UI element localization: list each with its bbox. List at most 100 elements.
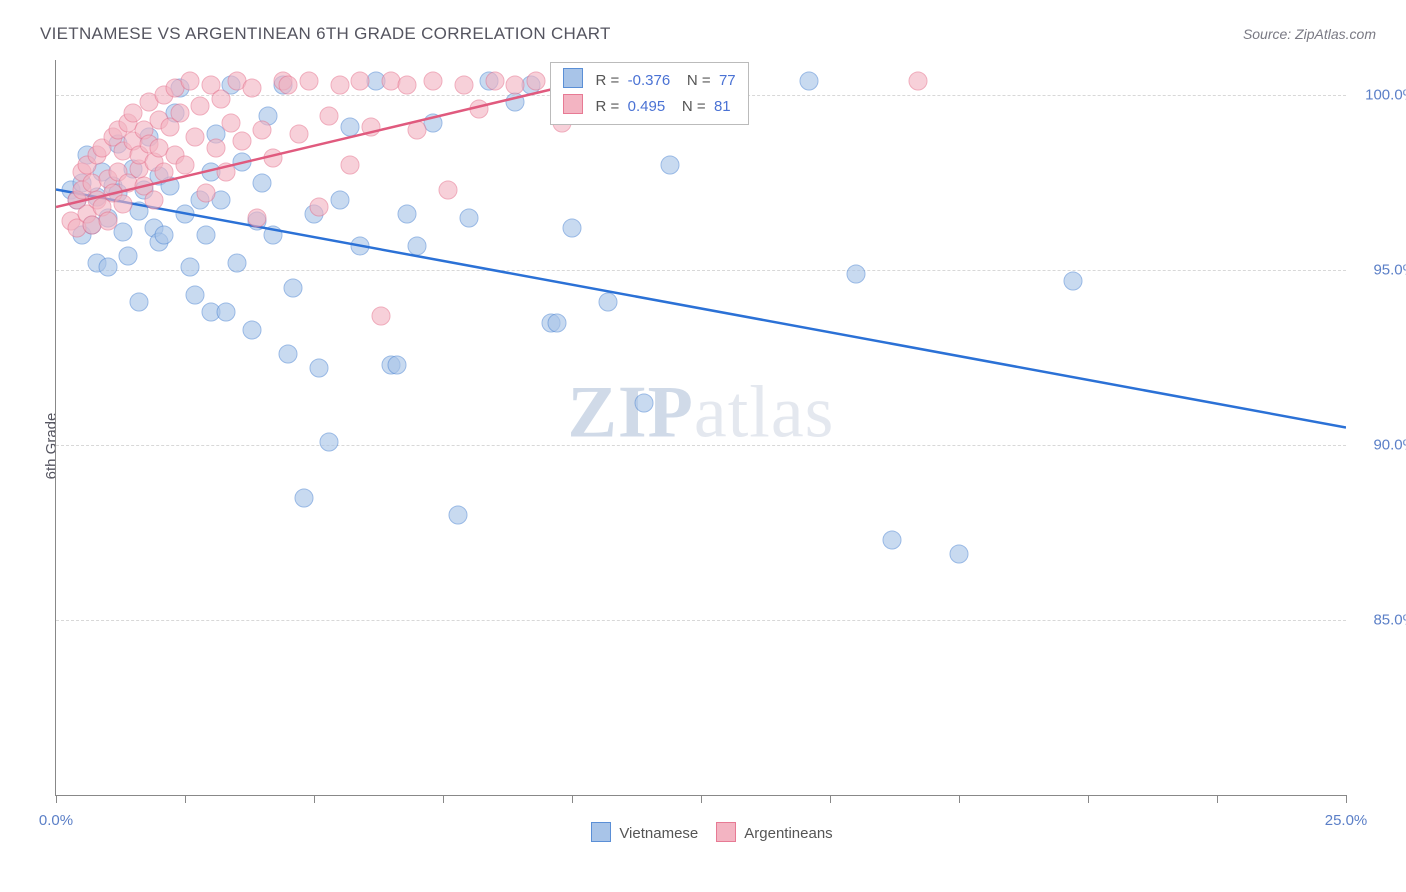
scatter-point-vietnamese	[661, 156, 680, 175]
scatter-point-vietnamese	[341, 117, 360, 136]
scatter-point-vietnamese	[98, 257, 117, 276]
scatter-point-argentineans	[320, 107, 339, 126]
r-label: R =	[596, 98, 620, 115]
scatter-point-argentineans	[191, 96, 210, 115]
scatter-point-vietnamese	[320, 432, 339, 451]
scatter-point-argentineans	[186, 128, 205, 147]
xtick	[314, 795, 315, 803]
scatter-point-vietnamese	[563, 219, 582, 238]
scatter-point-argentineans	[170, 103, 189, 122]
scatter-point-argentineans	[485, 72, 504, 91]
xtick	[830, 795, 831, 803]
scatter-point-argentineans	[423, 72, 442, 91]
legend-label: Vietnamese	[619, 825, 698, 842]
scatter-point-vietnamese	[129, 292, 148, 311]
scatter-point-argentineans	[232, 131, 251, 150]
scatter-point-argentineans	[217, 163, 236, 182]
legend-stats: R = -0.376 N = 77 R = 0.495 N = 81	[550, 62, 748, 125]
legend-stats-row: R = -0.376 N = 77	[563, 68, 735, 94]
scatter-point-argentineans	[351, 72, 370, 91]
scatter-point-vietnamese	[387, 355, 406, 374]
scatter-point-argentineans	[145, 191, 164, 210]
scatter-point-argentineans	[908, 72, 927, 91]
scatter-point-argentineans	[397, 75, 416, 94]
scatter-point-argentineans	[408, 121, 427, 140]
scatter-point-vietnamese	[459, 208, 478, 227]
scatter-point-argentineans	[212, 89, 231, 108]
scatter-point-argentineans	[98, 212, 117, 231]
scatter-point-vietnamese	[279, 345, 298, 364]
n-value: 77	[719, 72, 736, 89]
trendline-vietnamese	[56, 60, 1346, 795]
trendline-argentineans	[56, 60, 1346, 795]
n-label: N =	[687, 72, 711, 89]
scatter-point-argentineans	[470, 100, 489, 119]
scatter-point-vietnamese	[114, 222, 133, 241]
scatter-point-argentineans	[526, 72, 545, 91]
scatter-point-vietnamese	[846, 264, 865, 283]
legend-swatch	[563, 94, 583, 114]
scatter-point-argentineans	[361, 117, 380, 136]
n-value: 81	[714, 98, 731, 115]
legend-label: Argentineans	[744, 825, 832, 842]
ytick-label: 90.0%	[1373, 437, 1406, 454]
scatter-point-vietnamese	[599, 292, 618, 311]
scatter-point-vietnamese	[227, 254, 246, 273]
scatter-point-vietnamese	[217, 303, 236, 322]
scatter-point-argentineans	[222, 114, 241, 133]
r-label: R =	[596, 72, 620, 89]
scatter-point-vietnamese	[635, 394, 654, 413]
scatter-point-argentineans	[310, 198, 329, 217]
scatter-point-vietnamese	[186, 285, 205, 304]
ytick-label: 100.0%	[1365, 87, 1406, 104]
legend-bottom: Vietnamese Argentineans	[0, 822, 1406, 842]
scatter-point-argentineans	[372, 306, 391, 325]
scatter-point-vietnamese	[397, 205, 416, 224]
ytick-label: 95.0%	[1373, 262, 1406, 279]
scatter-point-vietnamese	[800, 72, 819, 91]
scatter-point-vietnamese	[196, 226, 215, 245]
legend-swatch	[591, 822, 611, 842]
scatter-point-argentineans	[263, 149, 282, 168]
scatter-point-argentineans	[196, 184, 215, 203]
xtick	[56, 795, 57, 803]
legend-swatch	[563, 68, 583, 88]
gridline-h	[56, 270, 1346, 271]
scatter-point-argentineans	[155, 163, 174, 182]
scatter-point-vietnamese	[1063, 271, 1082, 290]
scatter-point-vietnamese	[176, 205, 195, 224]
scatter-point-argentineans	[243, 79, 262, 98]
scatter-point-argentineans	[279, 75, 298, 94]
gridline-h	[56, 620, 1346, 621]
scatter-point-vietnamese	[449, 506, 468, 525]
watermark: ZIPatlas	[568, 370, 835, 455]
scatter-point-vietnamese	[547, 313, 566, 332]
scatter-point-vietnamese	[253, 173, 272, 192]
scatter-point-argentineans	[114, 194, 133, 213]
scatter-point-argentineans	[506, 75, 525, 94]
scatter-point-argentineans	[330, 75, 349, 94]
scatter-point-vietnamese	[330, 191, 349, 210]
plot-area: ZIPatlas 85.0%90.0%95.0%100.0%0.0%25.0%	[55, 60, 1346, 796]
scatter-point-argentineans	[341, 156, 360, 175]
ytick-label: 85.0%	[1373, 612, 1406, 629]
scatter-point-argentineans	[454, 75, 473, 94]
scatter-point-vietnamese	[506, 93, 525, 112]
legend-swatch	[716, 822, 736, 842]
scatter-point-argentineans	[248, 208, 267, 227]
chart-container: VIETNAMESE VS ARGENTINEAN 6TH GRADE CORR…	[0, 0, 1406, 892]
watermark-atlas: atlas	[694, 371, 835, 453]
scatter-point-vietnamese	[263, 226, 282, 245]
xtick	[443, 795, 444, 803]
r-value: 0.495	[628, 98, 666, 115]
source-attribution: Source: ZipAtlas.com	[1243, 26, 1376, 42]
legend-stats-row: R = 0.495 N = 81	[563, 94, 735, 120]
xtick	[572, 795, 573, 803]
scatter-point-argentineans	[253, 121, 272, 140]
xtick	[1088, 795, 1089, 803]
scatter-point-argentineans	[176, 156, 195, 175]
gridline-h	[56, 445, 1346, 446]
scatter-point-vietnamese	[243, 320, 262, 339]
scatter-point-vietnamese	[294, 488, 313, 507]
scatter-point-vietnamese	[310, 359, 329, 378]
